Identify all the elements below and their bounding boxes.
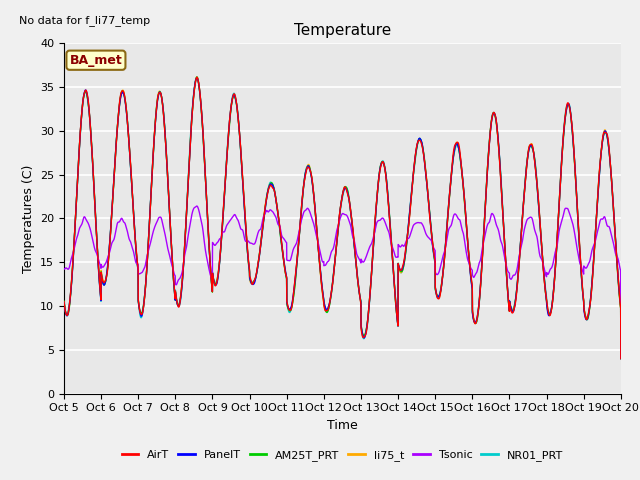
Text: BA_met: BA_met	[70, 54, 122, 67]
X-axis label: Time: Time	[327, 419, 358, 432]
Legend: AirT, PanelT, AM25T_PRT, li75_t, Tsonic, NR01_PRT: AirT, PanelT, AM25T_PRT, li75_t, Tsonic,…	[117, 445, 568, 465]
Title: Temperature: Temperature	[294, 23, 391, 38]
Y-axis label: Temperatures (C): Temperatures (C)	[22, 164, 35, 273]
Text: No data for f_li77_temp: No data for f_li77_temp	[19, 15, 150, 26]
